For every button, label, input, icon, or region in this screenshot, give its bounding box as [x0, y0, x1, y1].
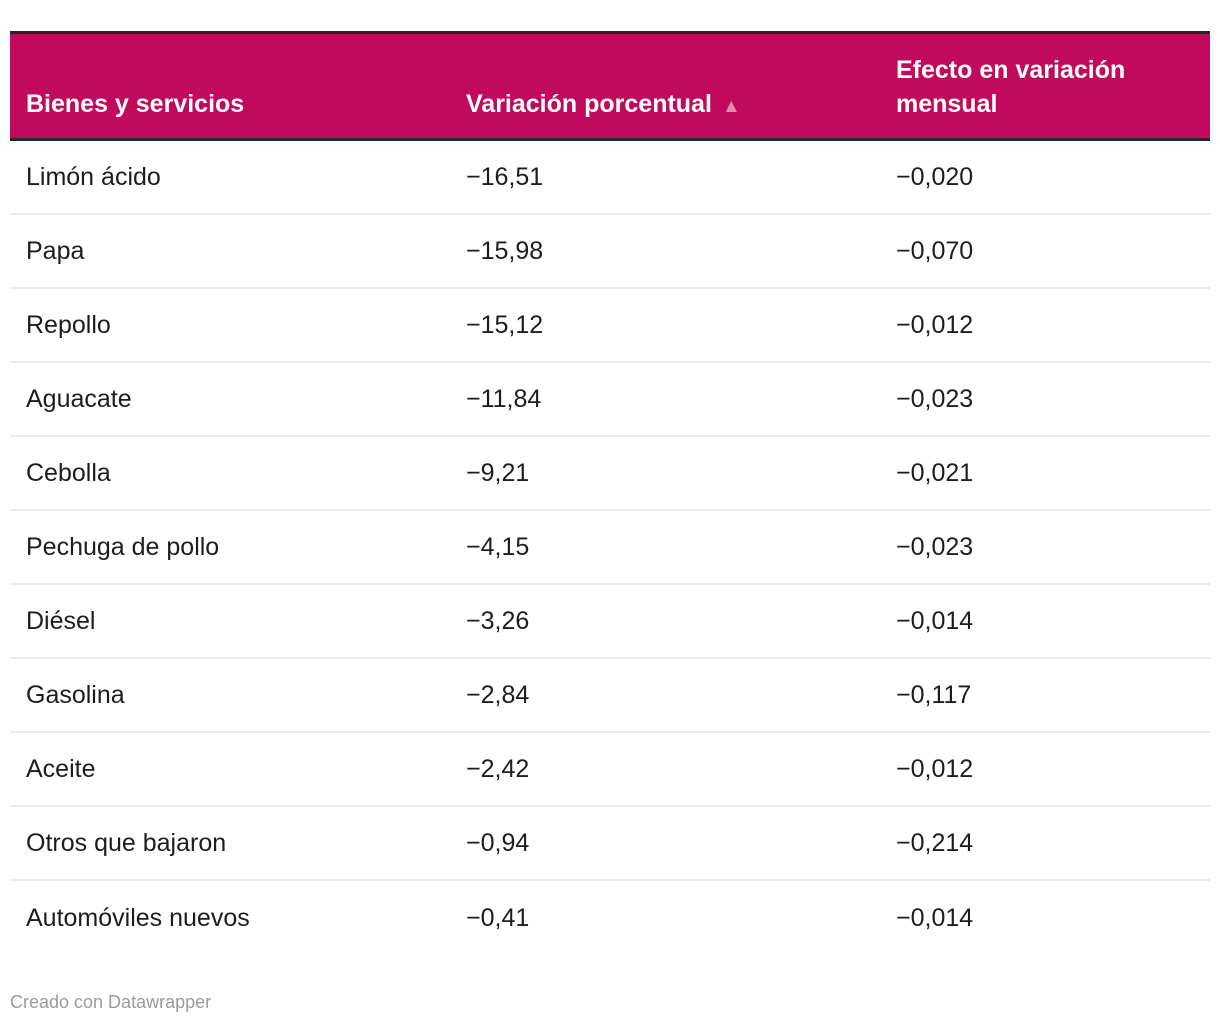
row-label: Limón ácido	[26, 162, 161, 191]
row-variacion-value: −3,26	[466, 606, 530, 635]
row-variacion-value: −16,51	[466, 162, 544, 191]
table-row: Gasolina −2,84 −0,117	[10, 659, 1210, 733]
row-label: Gasolina	[26, 680, 125, 709]
row-efecto-value: −0,070	[896, 236, 974, 265]
row-label: Pechuga de pollo	[26, 532, 220, 561]
row-efecto-value: −0,023	[896, 532, 974, 561]
row-efecto-value: −0,117	[896, 680, 972, 709]
table-row: Limón ácido −16,51 −0,020	[10, 141, 1210, 215]
row-efecto-value: −0,012	[896, 754, 974, 783]
row-variacion-value: −15,12	[466, 310, 544, 339]
row-efecto-value: −0,021	[896, 458, 974, 487]
column-header-bienes[interactable]: Bienes y servicios	[10, 73, 450, 138]
table-footer: Creado con Datawrapper	[10, 992, 1210, 1013]
table-row: Automóviles nuevos −0,41 −0,014	[10, 881, 1210, 955]
sort-ascending-icon[interactable]: ▲	[721, 96, 741, 117]
row-efecto-value: −0,012	[896, 310, 974, 339]
table-row: Aceite −2,42 −0,012	[10, 733, 1210, 807]
row-label: Otros que bajaron	[26, 828, 227, 857]
table-row: Diésel −3,26 −0,014	[10, 585, 1210, 659]
table-header-row: Bienes y servicios Variación porcentual ▲…	[10, 31, 1210, 141]
table-row: Pechuga de pollo −4,15 −0,023	[10, 511, 1210, 585]
table-row: Aguacate −11,84 −0,023	[10, 363, 1210, 437]
table-body: Limón ácido −16,51 −0,020 Papa −15,98 −0…	[10, 141, 1210, 955]
row-efecto-value: −0,014	[896, 903, 974, 932]
column-header-efecto[interactable]: Efecto en variación mensual	[880, 39, 1210, 138]
row-variacion-value: −0,94	[466, 828, 530, 857]
column-header-efecto-label: Efecto en variación mensual	[896, 56, 1126, 118]
row-label: Diésel	[26, 606, 96, 635]
row-variacion-value: −4,15	[466, 532, 530, 561]
row-variacion-value: −2,84	[466, 680, 530, 709]
row-label: Repollo	[26, 310, 111, 339]
row-variacion-value: −0,41	[466, 903, 530, 932]
row-label: Aceite	[26, 754, 96, 783]
row-efecto-value: −0,014	[896, 606, 974, 635]
table-row: Repollo −15,12 −0,012	[10, 289, 1210, 363]
row-variacion-value: −2,42	[466, 754, 530, 783]
row-label: Aguacate	[26, 384, 132, 413]
row-variacion-value: −9,21	[466, 458, 530, 487]
datawrapper-attribution-link[interactable]: Creado con Datawrapper	[10, 992, 212, 1012]
row-label: Papa	[26, 236, 85, 265]
row-efecto-value: −0,023	[896, 384, 974, 413]
row-variacion-value: −11,84	[466, 384, 542, 413]
row-label: Automóviles nuevos	[26, 903, 250, 932]
row-efecto-value: −0,214	[896, 828, 974, 857]
row-variacion-value: −15,98	[466, 236, 544, 265]
column-header-bienes-label: Bienes y servicios	[26, 90, 245, 118]
table-row: Papa −15,98 −0,070	[10, 215, 1210, 289]
row-label: Cebolla	[26, 458, 111, 487]
column-header-variacion[interactable]: Variación porcentual ▲	[450, 73, 880, 138]
table-row: Otros que bajaron −0,94 −0,214	[10, 807, 1210, 881]
row-efecto-value: −0,020	[896, 162, 974, 191]
table-row: Cebolla −9,21 −0,021	[10, 437, 1210, 511]
column-header-variacion-label: Variación porcentual	[466, 90, 712, 118]
